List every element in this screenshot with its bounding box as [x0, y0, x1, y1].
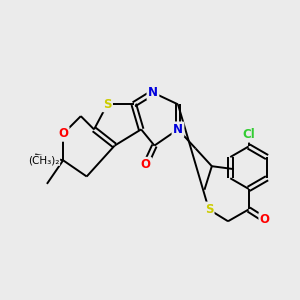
Text: S: S	[205, 203, 213, 216]
Text: (CH₃)₂: (CH₃)₂	[28, 155, 60, 165]
Text: S: S	[103, 98, 112, 111]
Text: Cl: Cl	[242, 128, 255, 141]
Text: N: N	[173, 123, 183, 136]
Text: O: O	[141, 158, 151, 171]
Text: N: N	[148, 86, 158, 99]
Text: O: O	[260, 213, 270, 226]
Text: O: O	[58, 127, 68, 140]
